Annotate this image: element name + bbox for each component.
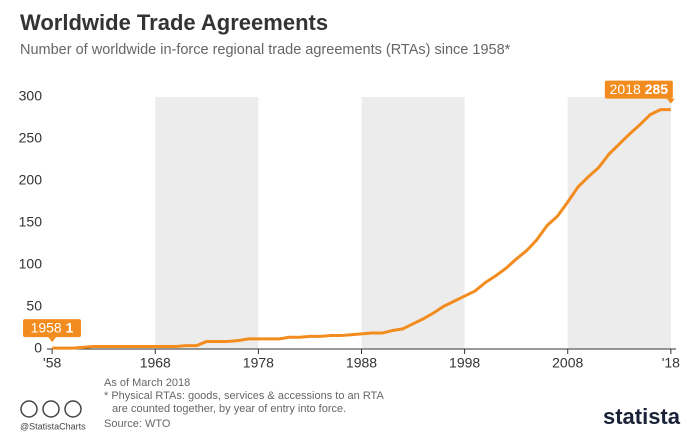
x-tick-label: 1968 bbox=[140, 355, 171, 371]
callout-value: 285 bbox=[645, 81, 669, 97]
callout-box bbox=[604, 80, 673, 99]
callout-pointer bbox=[666, 98, 675, 104]
callout-value: 1 bbox=[66, 319, 74, 335]
x-tick-label: 1988 bbox=[346, 355, 377, 371]
y-tick-label: 100 bbox=[19, 256, 43, 272]
x-tick-label: '58 bbox=[43, 355, 61, 371]
x-tick-label: 1978 bbox=[243, 355, 274, 371]
callout-box bbox=[23, 319, 81, 338]
shade-band bbox=[567, 97, 671, 349]
callout-year: 2018 bbox=[610, 81, 641, 97]
handle: @StatistaCharts bbox=[20, 421, 86, 431]
x-tick-label: 2008 bbox=[552, 355, 583, 371]
shade-band bbox=[155, 97, 259, 349]
source: Source: WTO bbox=[104, 418, 171, 430]
chart-title: Worldwide Trade Agreements bbox=[20, 10, 328, 35]
shade-band bbox=[361, 97, 465, 349]
note: * Physical RTAs: goods, services & acces… bbox=[104, 390, 384, 402]
y-tick-label: 300 bbox=[19, 88, 43, 104]
chart-subtitle: Number of worldwide in-force regional tr… bbox=[20, 42, 511, 58]
license-icons bbox=[20, 400, 82, 418]
brand-logo: statista bbox=[603, 404, 681, 429]
x-tick-label: '18 bbox=[662, 355, 680, 371]
y-tick-label: 250 bbox=[19, 130, 43, 146]
note: As of March 2018 bbox=[104, 377, 190, 389]
y-tick-label: 200 bbox=[19, 172, 43, 188]
callout-label: 1958 1 bbox=[31, 319, 74, 335]
y-tick-label: 150 bbox=[19, 214, 43, 230]
callout-pointer bbox=[48, 337, 57, 343]
callout-year: 1958 bbox=[31, 319, 62, 335]
x-tick-label: 1998 bbox=[449, 355, 480, 371]
line bbox=[52, 108, 671, 350]
y-tick-label: 0 bbox=[34, 340, 42, 356]
note: are counted together, by year of entry i… bbox=[112, 403, 346, 415]
y-tick-label: 50 bbox=[26, 298, 42, 314]
callout-label: 2018 285 bbox=[610, 81, 669, 97]
